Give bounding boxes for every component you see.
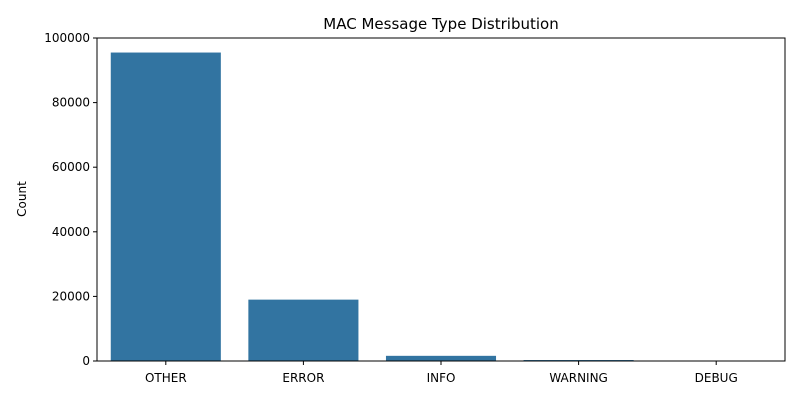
y-axis-title: Count	[15, 181, 29, 217]
y-tick-label: 40000	[52, 225, 90, 239]
y-axis-ticks: 0 20000 40000 60000 80000 100000	[44, 31, 97, 368]
x-tick-label-other: OTHER	[145, 371, 187, 385]
x-tick-label-warning: WARNING	[549, 371, 608, 385]
bars-layer	[111, 53, 771, 361]
x-tick-label-debug: DEBUG	[695, 371, 738, 385]
y-tick-label: 60000	[52, 160, 90, 174]
y-tick-label: 0	[82, 354, 90, 368]
y-tick-label: 100000	[44, 31, 90, 45]
y-tick-label: 20000	[52, 289, 90, 303]
chart-title: MAC Message Type Distribution	[323, 15, 558, 33]
y-tick-label: 80000	[52, 96, 90, 110]
x-axis-ticks: OTHER ERROR INFO WARNING DEBUG	[145, 361, 738, 385]
bar-error	[248, 300, 358, 361]
x-tick-label-info: INFO	[427, 371, 456, 385]
x-tick-label-error: ERROR	[282, 371, 324, 385]
bar-other	[111, 53, 221, 361]
bar-info	[386, 356, 496, 361]
